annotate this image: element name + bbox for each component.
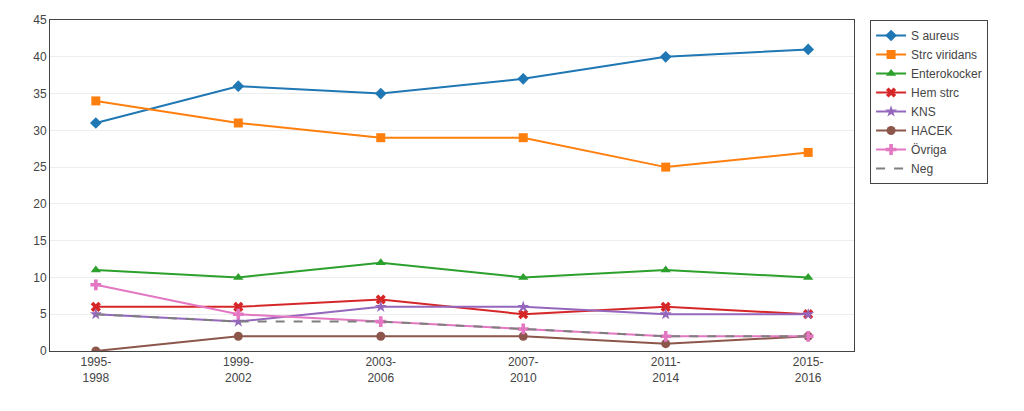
svg-text:Strc viridans: Strc viridans bbox=[911, 48, 977, 62]
svg-text:HACEK: HACEK bbox=[911, 124, 952, 138]
svg-text:5: 5 bbox=[40, 307, 47, 321]
svg-text:20: 20 bbox=[33, 197, 47, 211]
svg-text:2003-2006: 2003-2006 bbox=[365, 355, 396, 385]
svg-text:2007-2010: 2007-2010 bbox=[508, 355, 539, 385]
svg-text:0: 0 bbox=[40, 344, 47, 358]
svg-text:45: 45 bbox=[33, 13, 47, 27]
svg-text:Enterokocker: Enterokocker bbox=[911, 67, 982, 81]
svg-text:Hem strc: Hem strc bbox=[911, 86, 959, 100]
svg-text:35: 35 bbox=[33, 87, 47, 101]
svg-text:2011-2014: 2011-2014 bbox=[651, 355, 681, 385]
svg-text:Övriga: Övriga bbox=[911, 143, 947, 157]
svg-text:15: 15 bbox=[33, 234, 47, 248]
svg-text:25: 25 bbox=[33, 160, 47, 174]
svg-text:KNS: KNS bbox=[911, 105, 936, 119]
svg-text:2015-2016: 2015-2016 bbox=[793, 355, 824, 385]
svg-text:40: 40 bbox=[33, 50, 47, 64]
svg-text:Neg: Neg bbox=[911, 162, 933, 176]
svg-text:S aureus: S aureus bbox=[911, 29, 959, 43]
svg-text:10: 10 bbox=[33, 271, 47, 285]
svg-text:30: 30 bbox=[33, 124, 47, 138]
svg-text:1995-1998: 1995-1998 bbox=[80, 355, 111, 385]
svg-text:1999-2002: 1999-2002 bbox=[223, 355, 254, 385]
